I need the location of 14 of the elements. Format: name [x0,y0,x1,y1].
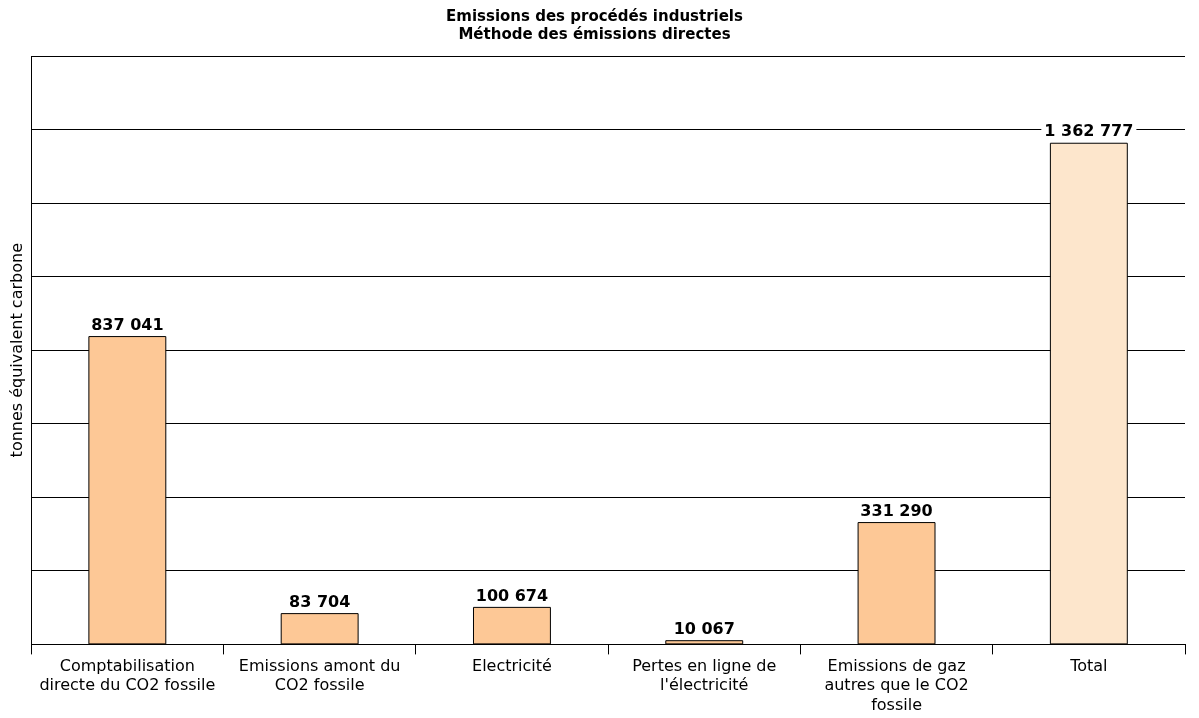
data-label: 100 674 [475,585,549,605]
x-tick-label: Electricité [472,656,552,676]
x-tick-label: Pertes en ligne de l'électricité [632,656,777,695]
x-tick-label: Emissions de gaz autres que le CO2 fossile [824,656,969,714]
chart-title: Emissions des procédés industriels Méthode des émissions directes [446,6,744,43]
x-tick-label: Emissions amont du CO2 fossile [238,656,401,695]
data-label: 331 290 [860,500,933,520]
x-tick-label: Total [1069,656,1108,676]
x-tick-label: Comptabilisation directe du CO2 fossile [39,656,216,695]
data-label: 83 704 [289,591,351,611]
data-label: 837 041 [91,314,164,334]
y-axis-title: tonnes équivalent carbone [6,243,26,458]
data-label: 10 067 [673,618,735,638]
data-label: 1 362 777 [1044,121,1134,141]
